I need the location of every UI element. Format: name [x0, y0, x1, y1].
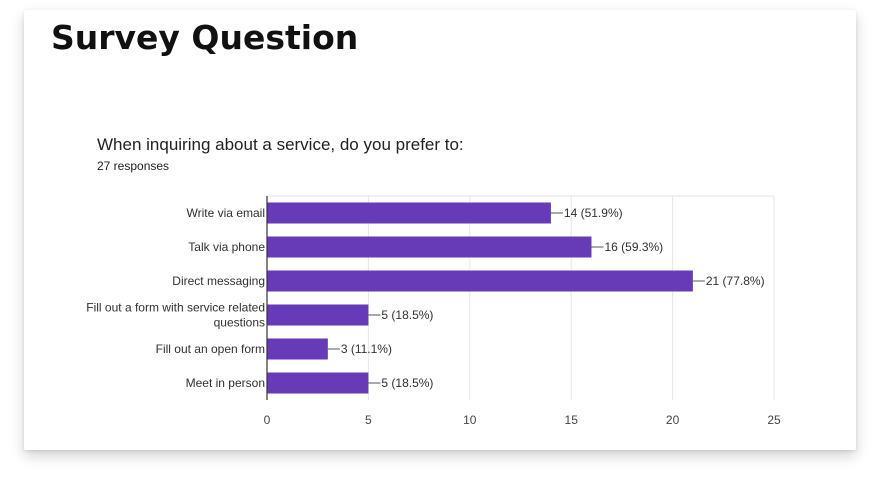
- category-label: Write via email: [187, 206, 265, 220]
- response-count: 27 responses: [97, 159, 170, 173]
- category-label: Meet in person: [186, 376, 265, 390]
- category-label: Direct messaging: [172, 274, 265, 288]
- value-label: 3 (11.1%): [341, 342, 392, 356]
- bar: [267, 236, 592, 258]
- x-tick-label: 0: [264, 413, 271, 427]
- category-label: Fill out a form with service related: [86, 301, 265, 315]
- value-label: 5 (18.5%): [381, 308, 433, 322]
- x-tick-label: 10: [463, 413, 477, 427]
- bar: [267, 338, 328, 360]
- x-tick-label: 15: [565, 413, 579, 427]
- slide-title: Survey Question: [51, 18, 359, 57]
- value-label: 16 (59.3%): [604, 240, 663, 254]
- bar: [267, 372, 369, 394]
- question-title: When inquiring about a service, do you p…: [97, 135, 464, 154]
- bar: [267, 202, 551, 224]
- value-label: 14 (51.9%): [564, 206, 623, 220]
- value-label: 21 (77.8%): [706, 274, 765, 288]
- category-label: Fill out an open form: [156, 342, 265, 356]
- value-label: 5 (18.5%): [381, 376, 433, 390]
- x-tick-label: 25: [767, 413, 781, 427]
- bar: [267, 304, 369, 326]
- category-label: Talk via phone: [188, 240, 265, 254]
- slide-card: [24, 10, 856, 450]
- x-tick-label: 5: [365, 413, 372, 427]
- category-label: questions: [214, 316, 265, 330]
- bar: [267, 270, 693, 292]
- x-tick-label: 20: [666, 413, 680, 427]
